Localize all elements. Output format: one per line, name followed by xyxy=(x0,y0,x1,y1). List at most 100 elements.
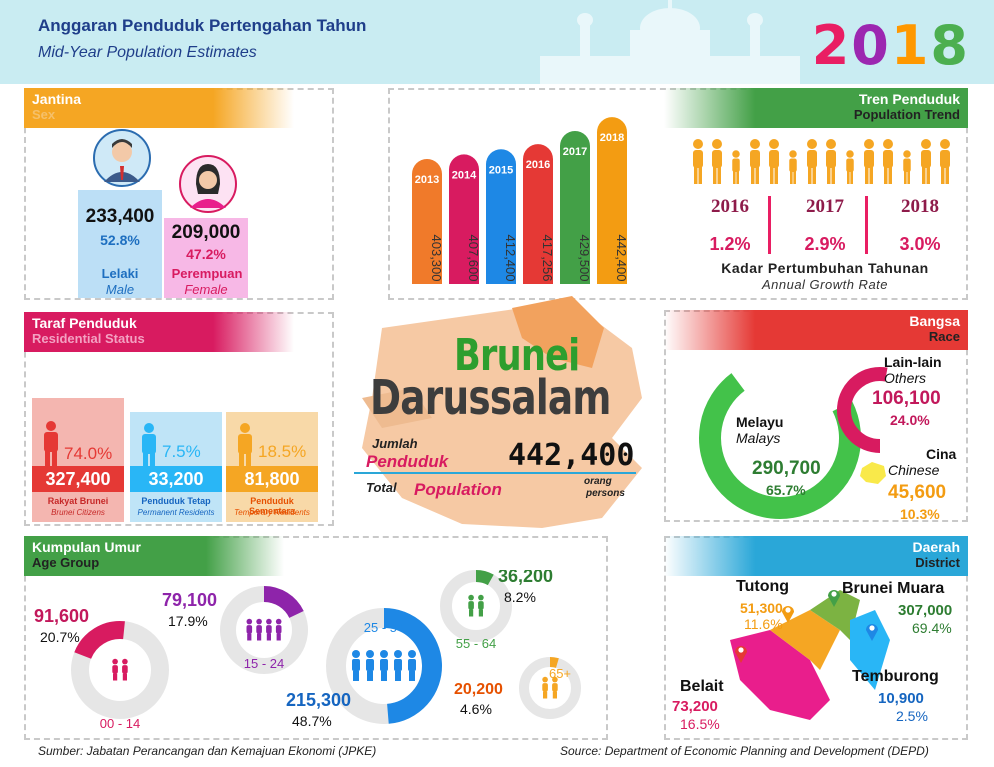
trend-bar-group: 2013 403,300 xyxy=(412,159,444,284)
female-pct: 47.2% xyxy=(186,246,226,262)
person-icon xyxy=(142,423,156,469)
trend-bar-group: 2015 412,400 xyxy=(486,149,518,284)
female-label-en: Female xyxy=(184,282,228,297)
growth-year-2017: 2017 xyxy=(806,196,844,217)
person-icon xyxy=(732,150,740,184)
man-avatar-icon xyxy=(93,129,151,187)
district-count-belait: 73,200 xyxy=(672,698,718,715)
person-icon xyxy=(238,423,252,469)
male-count: 233,400 xyxy=(85,206,155,227)
residential-label-en: Permanent Residents xyxy=(137,508,215,517)
district-count-tutong: 51,300 xyxy=(740,600,783,616)
age-range-label: 55 - 64 xyxy=(456,636,496,651)
total-population-value: 442,400 xyxy=(508,438,635,473)
trend-bar xyxy=(523,144,553,284)
trend-title-ms: Tren Penduduk xyxy=(858,91,960,107)
year-digit: 8 xyxy=(930,14,970,77)
chinese-pct: 10.3% xyxy=(900,506,940,522)
district-name-brunei-muara: Brunei Muara xyxy=(842,580,945,597)
age-people-icon xyxy=(468,594,484,617)
chinese-count: 45,600 xyxy=(888,482,947,503)
trend-bar-group: 2014 407,600 xyxy=(449,154,481,284)
trend-year-label: 2016 xyxy=(526,159,550,171)
trend-year-label: 2017 xyxy=(563,146,587,158)
year-digit: 0 xyxy=(851,14,891,77)
source-ms: Sumber: Jabatan Perancangan dan Kemajuan… xyxy=(38,744,377,758)
trend-year-label: 2014 xyxy=(452,169,477,181)
trend-bar xyxy=(486,149,516,284)
age-ring-track xyxy=(440,570,512,642)
person-icon xyxy=(864,139,874,184)
trend-year-label: 2015 xyxy=(489,164,513,176)
residential-title-en: Residential Status xyxy=(32,331,145,346)
total-divider xyxy=(354,472,636,474)
residential-pct: 18.5% xyxy=(258,442,307,461)
person-icon xyxy=(769,139,779,184)
age-group-item: 55 - 64 36,200 8.2% xyxy=(440,570,553,651)
woman-avatar-icon xyxy=(179,155,237,213)
male-pct: 52.8% xyxy=(100,232,140,248)
age-count: 20,200 xyxy=(454,681,503,698)
age-people-icon xyxy=(112,658,128,681)
trend-bar-group: 2016 417,256 xyxy=(523,144,555,284)
trend-bar-group: 2018 442,400 xyxy=(597,117,629,284)
others-label: Lain-lain xyxy=(884,354,942,370)
age-ring-segment xyxy=(74,621,125,660)
age-pct: 48.7% xyxy=(292,713,332,729)
residential-label-en: Temporary Residents xyxy=(234,508,310,517)
tutong-location-pin-icon xyxy=(782,606,794,623)
age-ring-segment xyxy=(549,657,559,668)
unit-en: persons xyxy=(586,488,625,499)
male-label-en: Male xyxy=(105,282,135,297)
trend-value-label: 417,256 xyxy=(540,235,555,282)
trend-bar-base xyxy=(560,269,590,284)
person-icon xyxy=(712,139,722,184)
total-label-ms-1: Jumlah xyxy=(372,436,418,451)
district-name-belait: Belait xyxy=(680,678,724,695)
age-people-icon xyxy=(542,676,558,699)
trend-bar xyxy=(412,159,442,284)
others-count: 106,100 xyxy=(872,388,941,409)
age-pct: 4.6% xyxy=(460,701,492,717)
age-ring-segment xyxy=(383,608,442,724)
district-pct-temburong: 2.5% xyxy=(896,708,928,724)
residential-count: 33,200 xyxy=(130,466,222,492)
trend-bar-base xyxy=(412,269,442,284)
age-title-ms: Kumpulan Umur xyxy=(32,539,141,555)
trend-title-en: Population Trend xyxy=(853,107,960,122)
sex-title-ms: Jantina xyxy=(32,91,82,107)
total-label-en-2: Population xyxy=(414,480,502,499)
age-ribbon: Kumpulan Umur Age Group xyxy=(24,536,284,576)
female-card xyxy=(164,218,248,298)
country-name-line1: Brunei xyxy=(454,330,580,381)
male-card xyxy=(78,190,162,298)
trend-year-label: 2018 xyxy=(600,132,624,144)
trend-bar-base xyxy=(486,269,516,284)
person-icon xyxy=(789,150,797,184)
age-range-label: 65+ xyxy=(549,666,571,681)
residential-ribbon: Taraf Penduduk Residential Status xyxy=(24,312,294,352)
age-pct: 17.9% xyxy=(168,613,208,629)
age-pct: 8.2% xyxy=(504,589,536,605)
sex-ribbon: Jantina Sex xyxy=(24,88,294,128)
growth-rate-2016: 1.2% xyxy=(709,234,751,254)
total-label-ms-2: Penduduk xyxy=(366,452,449,471)
growth-year-2016: 2016 xyxy=(711,196,749,217)
trend-value-label: 412,400 xyxy=(503,235,518,282)
people-crowd-icon xyxy=(693,139,950,184)
person-icon xyxy=(750,139,760,184)
page-subtitle: Mid-Year Population Estimates xyxy=(38,44,257,61)
district-name-temburong: Temburong xyxy=(852,668,939,685)
person-icon xyxy=(807,139,817,184)
person-icon xyxy=(693,139,703,184)
age-panel xyxy=(24,536,608,740)
residential-label-en: Brunei Citizens xyxy=(51,508,105,517)
residential-title-ms: Taraf Penduduk xyxy=(32,315,137,331)
age-range-label: 15 - 24 xyxy=(244,656,284,671)
district-map-graphic xyxy=(730,590,890,720)
trend-ribbon: Tren Penduduk Population Trend xyxy=(664,88,968,128)
person-icon xyxy=(903,150,911,184)
person-icon xyxy=(921,139,931,184)
age-group-item: 00 - 14 91,600 20.7% xyxy=(34,606,169,731)
total-label-en-1: Total xyxy=(366,480,397,495)
